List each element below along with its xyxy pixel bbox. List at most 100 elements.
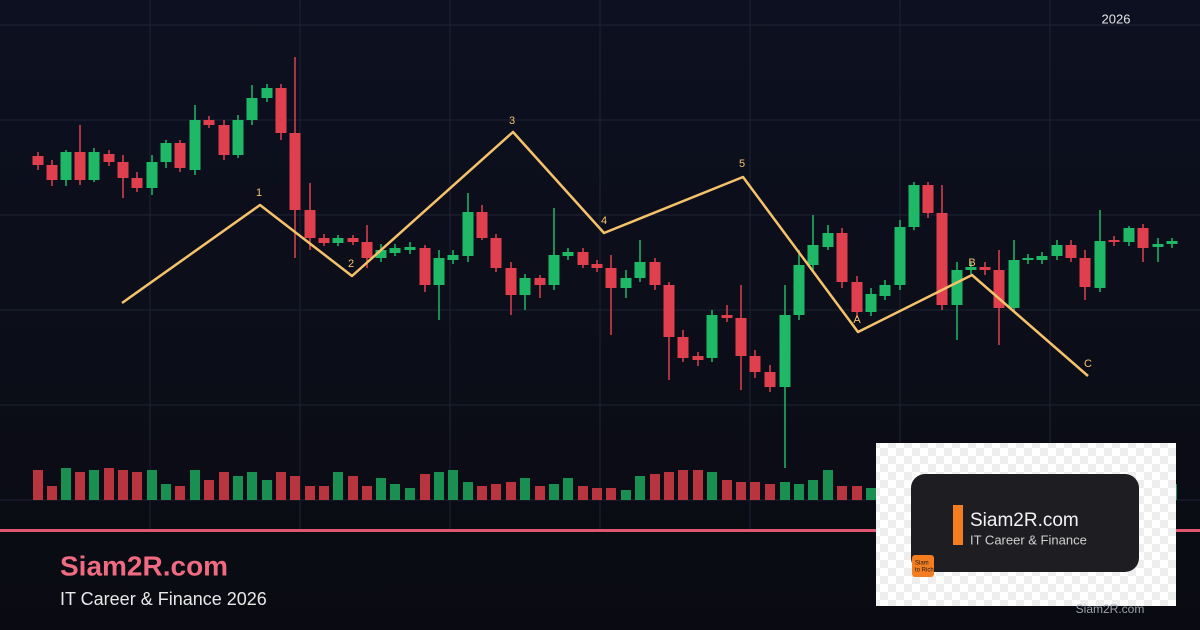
candle-body	[1051, 245, 1063, 256]
candle-body	[634, 262, 646, 278]
candle-body	[1079, 258, 1091, 287]
volume-bar	[765, 484, 775, 500]
candle-body	[332, 238, 344, 243]
volume-bar	[750, 482, 760, 500]
volume-bar	[319, 486, 329, 500]
volume-bar	[535, 486, 545, 500]
candle-body	[433, 258, 445, 285]
candle-body	[88, 152, 100, 180]
volume-bar	[161, 484, 171, 500]
candle-body	[706, 315, 718, 358]
volume-bar	[664, 472, 674, 500]
candle-body	[389, 248, 401, 253]
candle-body	[304, 210, 316, 238]
candle-body	[822, 233, 834, 247]
wave-label: 1	[256, 187, 262, 199]
wave-label: 5	[739, 158, 745, 170]
candle-body	[189, 120, 201, 170]
candle-body	[965, 267, 977, 270]
logo-name: Siam2R.com	[970, 510, 1079, 531]
candle-body	[779, 315, 791, 387]
volume-bar	[219, 472, 229, 500]
candle-body	[1137, 228, 1149, 248]
candle-body	[375, 250, 387, 258]
candle-body	[490, 238, 502, 268]
candle-body	[1108, 240, 1120, 242]
wave-label: A	[853, 314, 861, 326]
candle-body	[447, 255, 459, 260]
candle-body	[577, 252, 589, 265]
candle-body	[1152, 244, 1164, 247]
wave-label: 4	[601, 215, 607, 227]
candle-body	[807, 245, 819, 265]
candle-body	[174, 143, 186, 168]
candle-body	[764, 372, 776, 387]
volume-bar	[118, 470, 128, 500]
candle-body	[936, 213, 948, 305]
volume-bar	[578, 486, 588, 500]
candle-body	[851, 282, 863, 312]
candle-body	[1065, 245, 1077, 258]
logo-badge	[912, 555, 934, 577]
volume-bar	[348, 476, 358, 500]
candle-body	[1022, 258, 1034, 260]
volume-bar	[333, 472, 343, 500]
candle-body	[1036, 256, 1048, 260]
volume-bar	[61, 468, 71, 500]
logo-badge-text: to Rich	[915, 568, 934, 574]
volume-bar	[506, 482, 516, 500]
volume-bar	[204, 480, 214, 500]
candle-body	[419, 248, 431, 285]
volume-bar	[247, 472, 257, 500]
candle-body	[749, 356, 761, 372]
volume-bar	[463, 482, 473, 500]
volume-bar	[621, 490, 631, 500]
candle-body	[605, 268, 617, 288]
volume-bar	[780, 482, 790, 500]
logo-accent	[953, 505, 963, 545]
volume-bar	[707, 472, 717, 500]
volume-bar	[837, 486, 847, 500]
candle-body	[289, 133, 301, 210]
candle-body	[203, 120, 215, 125]
volume-bar	[866, 488, 876, 500]
wave-label: C	[1084, 358, 1092, 370]
volume-bar	[290, 476, 300, 500]
volume-bar	[233, 476, 243, 500]
volume-bar	[477, 486, 487, 500]
candle-body	[218, 125, 230, 155]
wave-label: B	[968, 257, 975, 269]
candle-body	[951, 270, 963, 305]
candle-body	[735, 318, 747, 356]
volume-bar	[190, 470, 200, 500]
volume-bar	[75, 472, 85, 500]
candle-body	[131, 178, 143, 188]
candle-body	[865, 294, 877, 312]
volume-bar	[736, 482, 746, 500]
candle-body	[836, 233, 848, 282]
candle-body	[1094, 241, 1106, 288]
candle-body	[46, 165, 58, 180]
volume-bar	[650, 474, 660, 500]
candle-body	[361, 242, 373, 258]
volume-bar	[549, 484, 559, 500]
candle-body	[462, 212, 474, 256]
candle-body	[591, 264, 603, 268]
candle-body	[519, 278, 531, 295]
volume-bar	[794, 484, 804, 500]
volume-bar	[722, 480, 732, 500]
candle-body	[117, 162, 129, 178]
volume-bar	[362, 486, 372, 500]
brand-tagline: IT Career & Finance 2026	[60, 589, 267, 609]
candlesticks	[32, 57, 1178, 468]
candle-body	[1008, 260, 1020, 308]
candle-body	[160, 143, 172, 162]
candle-body	[232, 120, 244, 155]
candle-body	[993, 270, 1005, 308]
candle-body	[879, 285, 891, 296]
volume-bar	[262, 480, 272, 500]
candle-body	[347, 238, 359, 242]
volume-bar	[852, 486, 862, 500]
